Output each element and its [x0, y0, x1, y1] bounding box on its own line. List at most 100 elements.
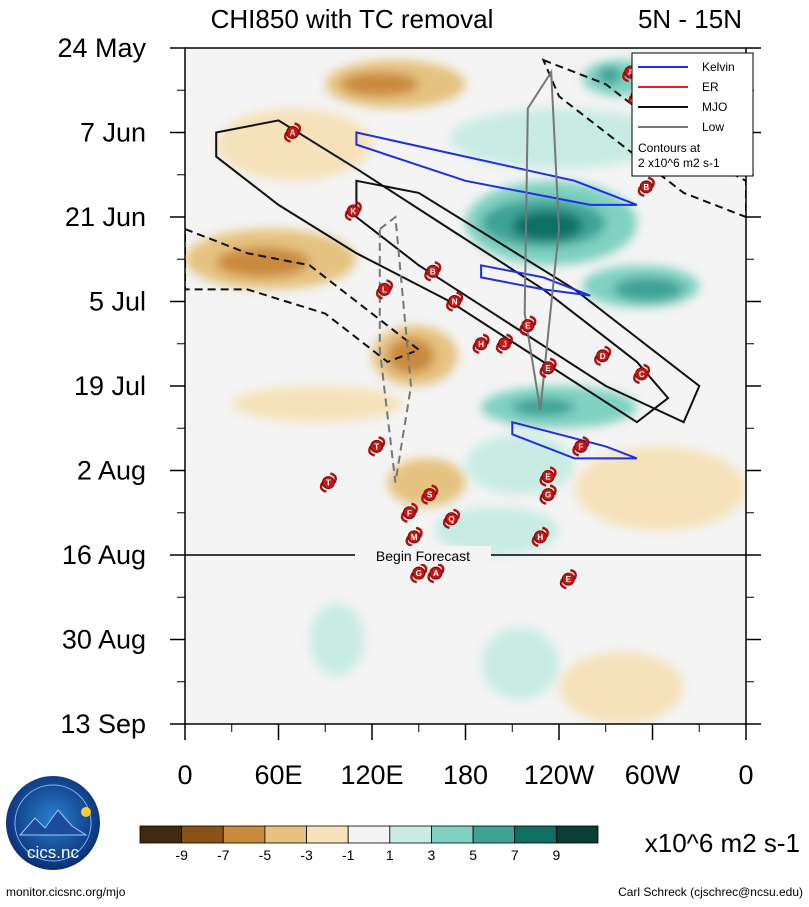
- chart-title: CHI850 with TC removal: [211, 4, 494, 34]
- anomaly-neg-21: [231, 386, 404, 423]
- tc-marker-label: H: [478, 340, 484, 349]
- footer-left: monitor.cicsnc.org/mjo: [6, 885, 126, 899]
- colorbar-tick-label: -9: [175, 847, 188, 863]
- tc-marker: J: [495, 333, 514, 354]
- mjo-contour-0: [215, 119, 670, 424]
- colorbar-swatch: [222, 825, 266, 844]
- anomaly-shading: [185, 60, 746, 724]
- hurricane-icon: [539, 466, 557, 487]
- hurricane-icon: [559, 568, 577, 590]
- tc-marker-label: E: [525, 322, 531, 331]
- colorbar-tick-label: 3: [428, 847, 436, 863]
- tc-marker-label: D: [600, 352, 606, 361]
- tc-marker-label: E: [566, 575, 572, 584]
- kelvin-contour-5: [480, 264, 591, 297]
- tc-marker: T: [319, 472, 337, 493]
- colorbar-swatch: [389, 825, 432, 844]
- tc-marker: L: [375, 279, 394, 300]
- hurricane-icon: [424, 261, 442, 282]
- legend-note-1: Contours at: [638, 141, 701, 155]
- anomaly-neg-24: [559, 651, 684, 724]
- colorbar-swatch: [514, 825, 557, 844]
- anomaly-neg-18: [216, 247, 310, 278]
- x-tick-label: 0: [177, 760, 192, 790]
- y-tick-label: 21 Jun: [65, 202, 146, 232]
- hurricane-icon: [539, 484, 557, 505]
- tc-marker-label: J: [502, 340, 506, 349]
- hurricane-icon: [421, 484, 439, 505]
- x-tick-label: 60E: [254, 760, 302, 790]
- tc-marker-label: F: [578, 442, 583, 451]
- anomaly-pos-13: [481, 627, 559, 700]
- hurricane-icon: [637, 176, 655, 198]
- tc-marker-label: A: [290, 129, 296, 138]
- tc-marker: H: [531, 526, 549, 548]
- y-tick-label: 24 May: [57, 33, 146, 63]
- units-label: x10^6 m2 s-1: [645, 828, 800, 858]
- colorbar-swatch: [347, 825, 391, 844]
- tc-marker: B: [637, 176, 655, 198]
- y-tick-label: 19 Jul: [74, 371, 146, 401]
- logo-sun-icon: [81, 807, 91, 817]
- tc-marker-label: L: [382, 285, 387, 294]
- colorbar-swatch: [472, 825, 516, 844]
- colorbar-tick-label: -5: [259, 847, 272, 863]
- hurricane-icon: [572, 436, 590, 457]
- cics-logo: cics.nc: [6, 776, 100, 870]
- anomaly-pos-12: [309, 603, 365, 676]
- hurricane-icon: [495, 333, 514, 354]
- anomaly-pos-2: [449, 108, 669, 169]
- tc-marker: N: [446, 291, 464, 312]
- colorbar-tick-label: 9: [552, 847, 560, 863]
- hurricane-icon: [531, 526, 549, 548]
- hurricane-icon: [446, 291, 464, 312]
- tc-marker: E: [539, 357, 557, 379]
- tc-marker: M: [405, 526, 423, 548]
- tc-marker: T: [368, 436, 386, 457]
- tc-marker-label: F: [407, 509, 412, 518]
- tc-marker: F: [400, 502, 418, 523]
- anomaly-pos-1: [597, 66, 622, 85]
- footer-right: Carl Schreck (cjschrec@ncsu.edu): [618, 885, 803, 899]
- hurricane-icon: [633, 363, 651, 385]
- anomaly-pos-11: [434, 506, 559, 555]
- tc-marker-label: A: [628, 68, 634, 77]
- colorbar-swatch: [264, 825, 307, 844]
- tc-marker-label: T: [374, 442, 379, 451]
- tc-marker-label: S: [427, 491, 433, 500]
- anomaly-pos-9: [512, 398, 575, 417]
- tc-marker: E: [559, 568, 577, 590]
- tc-marker-label: E: [545, 364, 551, 373]
- legend-kelvin: Kelvin: [702, 60, 735, 74]
- legend-note-2: 2 x10^6 m2 s-1: [638, 156, 720, 170]
- tc-marker-label: C: [639, 370, 645, 379]
- logo-text: cics.nc: [27, 843, 79, 862]
- colorbar-tick-label: -3: [300, 847, 313, 863]
- hurricane-icon: [368, 436, 386, 457]
- hurricane-icon: [594, 345, 612, 367]
- y-tick-label: 2 Aug: [77, 456, 146, 486]
- hurricane-icon: [539, 357, 557, 379]
- low-contour-7: [523, 68, 561, 411]
- tc-marker-label: G: [545, 491, 551, 500]
- hurricane-icon: [472, 333, 490, 354]
- hurricane-icon: [375, 279, 394, 300]
- colorbar-tick-label: 1: [386, 847, 394, 863]
- colorbar-swatch: [431, 825, 474, 844]
- tc-marker: E: [519, 315, 537, 336]
- hurricane-icon: [283, 122, 302, 143]
- tc-marker: F: [572, 436, 590, 457]
- axes: 24 May 7 Jun 21 Jun 5 Jul 19 Jul 2 Aug 16 Aug 3…: [57, 33, 761, 790]
- hurricane-icon: [442, 508, 461, 529]
- tc-marker: E: [539, 466, 557, 487]
- tc-marker: C: [633, 363, 651, 385]
- tc-markers: AABCBKBLNEHJDECTFTEGSFQMHGAE: [283, 61, 658, 590]
- logo-mountain-icon: [18, 809, 88, 836]
- tc-marker-label: T: [326, 479, 331, 488]
- tc-marker: B: [424, 261, 442, 282]
- y-tick-label: 7 Jun: [80, 118, 146, 148]
- hurricane-icon: [405, 526, 423, 548]
- forecast-label-bg: [355, 546, 491, 564]
- hurricane-icon: [519, 315, 537, 336]
- tc-marker: K: [344, 200, 362, 222]
